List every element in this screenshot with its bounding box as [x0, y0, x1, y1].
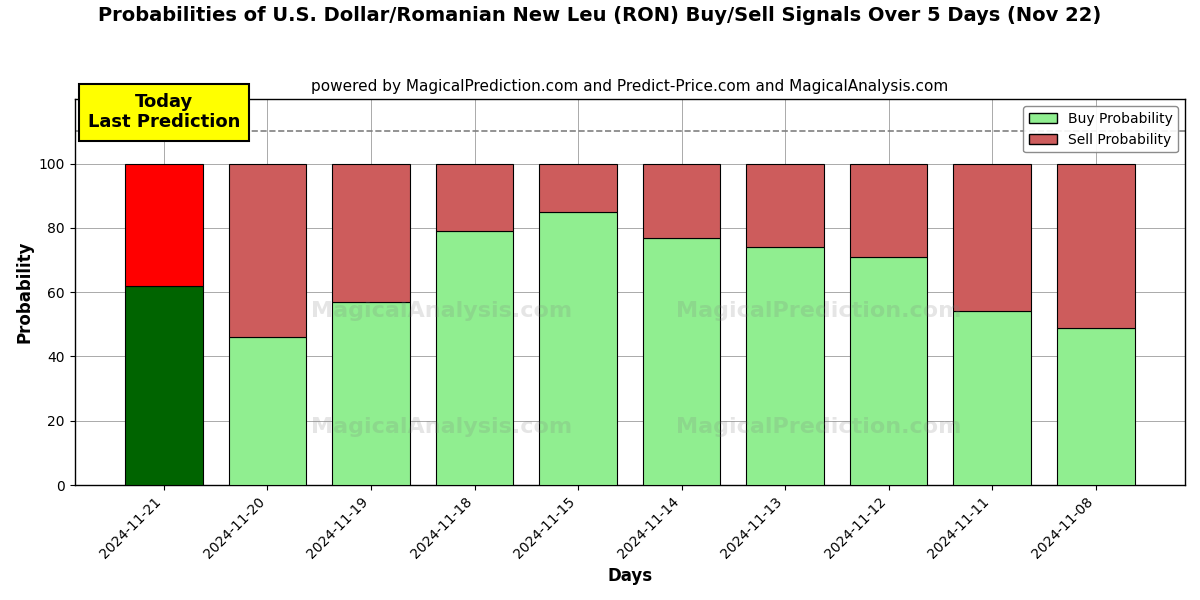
Text: Today
Last Prediction: Today Last Prediction — [88, 92, 240, 131]
Bar — [436, 231, 514, 485]
Bar — [953, 164, 1031, 311]
Bar — [1057, 164, 1134, 328]
Bar — [539, 164, 617, 212]
Text: Probabilities of U.S. Dollar/Romanian New Leu (RON) Buy/Sell Signals Over 5 Days: Probabilities of U.S. Dollar/Romanian Ne… — [98, 6, 1102, 25]
Bar — [850, 257, 928, 485]
Bar — [229, 164, 306, 337]
Bar — [539, 212, 617, 485]
Bar — [746, 164, 824, 247]
Text: MagicalAnalysis.com: MagicalAnalysis.com — [311, 417, 571, 437]
Text: MagicalAnalysis.com: MagicalAnalysis.com — [311, 301, 571, 322]
Bar — [436, 164, 514, 231]
Title: powered by MagicalPrediction.com and Predict-Price.com and MagicalAnalysis.com: powered by MagicalPrediction.com and Pre… — [311, 79, 948, 94]
Text: MagicalPrediction.com: MagicalPrediction.com — [676, 301, 961, 322]
Bar — [850, 164, 928, 257]
Bar — [332, 302, 410, 485]
Bar — [332, 164, 410, 302]
Bar — [125, 286, 203, 485]
Bar — [1057, 328, 1134, 485]
Bar — [125, 164, 203, 286]
Bar — [643, 164, 720, 238]
X-axis label: Days: Days — [607, 567, 653, 585]
Bar — [746, 247, 824, 485]
Bar — [229, 337, 306, 485]
Y-axis label: Probability: Probability — [16, 241, 34, 343]
Bar — [953, 311, 1031, 485]
Legend: Buy Probability, Sell Probability: Buy Probability, Sell Probability — [1024, 106, 1178, 152]
Text: MagicalPrediction.com: MagicalPrediction.com — [676, 417, 961, 437]
Bar — [643, 238, 720, 485]
